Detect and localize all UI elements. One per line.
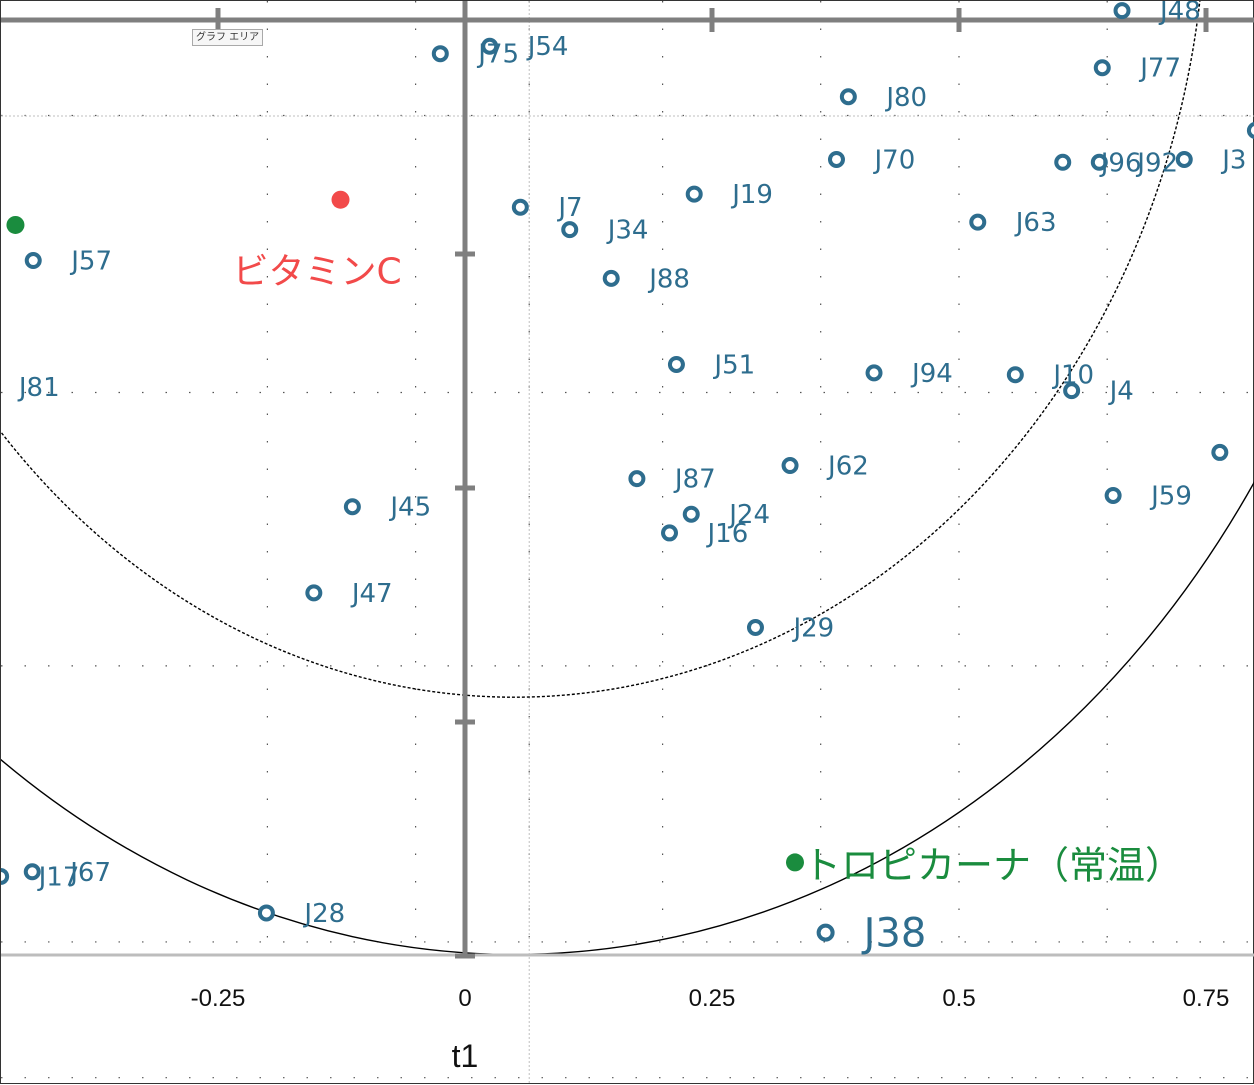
- point-label-j34: J34: [606, 216, 649, 246]
- ellipse-solid: [1, 480, 1254, 955]
- x-tick-label: 0: [458, 985, 471, 1012]
- chart-area-tooltip: グラフ エリア: [192, 29, 264, 46]
- point-label-j28: J28: [302, 899, 345, 929]
- point-label-j19: J19: [730, 180, 773, 210]
- data-point-j92[interactable]: [1090, 153, 1108, 171]
- data-point-j3[interactable]: [1175, 150, 1193, 168]
- point-label-j3: J3: [1220, 145, 1246, 175]
- data-point-j51[interactable]: [667, 355, 685, 373]
- point-label-j87: J87: [673, 465, 716, 495]
- point-label-j81: J81: [17, 373, 60, 403]
- data-point-unlabeled[interactable]: [1211, 443, 1229, 461]
- annotation-marker[interactable]: [785, 853, 804, 872]
- data-point-j48[interactable]: [1113, 2, 1131, 20]
- annotation-label: ビタミンC: [233, 252, 402, 293]
- point-label-j57: J57: [69, 247, 112, 277]
- data-point-j10[interactable]: [1006, 366, 1024, 384]
- data-point-j34[interactable]: [561, 221, 579, 239]
- data-point-j45[interactable]: [343, 498, 361, 516]
- point-label-j92: J92: [1135, 148, 1178, 178]
- data-point-j16[interactable]: [661, 524, 679, 542]
- data-point-j4[interactable]: [1063, 382, 1081, 400]
- point-label-j88: J88: [647, 264, 690, 294]
- point-label-j16: J16: [706, 519, 749, 549]
- annotation-marker[interactable]: [331, 190, 350, 209]
- point-label-j62: J62: [826, 452, 869, 482]
- data-point-j96[interactable]: [1054, 153, 1072, 171]
- data-point-j38[interactable]: [816, 923, 835, 942]
- data-point-j29[interactable]: [746, 618, 764, 636]
- data-point-j19[interactable]: [685, 185, 703, 203]
- data-point-j87[interactable]: [628, 470, 646, 488]
- point-label-j96: J96: [1099, 148, 1142, 178]
- data-point-j77[interactable]: [1093, 59, 1111, 77]
- point-label-j47: J47: [350, 579, 393, 609]
- annotation-marker[interactable]: [6, 215, 25, 234]
- point-label-j70: J70: [872, 145, 915, 175]
- point-label-j51: J51: [712, 350, 755, 380]
- data-point-j15[interactable]: [433, 1000, 447, 1014]
- point-label-j67: J67: [68, 858, 111, 888]
- confidence-ellipses: [1, 1, 1254, 955]
- x-axis-title: t1: [452, 1038, 479, 1074]
- x-tick-label: 0.5: [942, 985, 975, 1012]
- point-label-j7: J7: [556, 193, 582, 223]
- data-point-j80[interactable]: [839, 88, 857, 106]
- data-point-j26[interactable]: [502, 1020, 516, 1034]
- data-point-j63[interactable]: [969, 213, 987, 231]
- data-point-j24[interactable]: [682, 505, 700, 523]
- point-label-j26: J26: [544, 1005, 610, 1051]
- data-point-j67[interactable]: [23, 863, 41, 881]
- tick-labels: -0.25 0 0.25 0.5 0.75: [191, 985, 1230, 1012]
- data-point-j75[interactable]: [431, 45, 449, 63]
- data-point-j70[interactable]: [827, 150, 845, 168]
- point-label-j45: J45: [388, 493, 431, 523]
- data-point-j7[interactable]: [511, 198, 529, 216]
- data-point-j54[interactable]: [481, 37, 499, 55]
- point-label-j15: J15: [476, 988, 531, 1028]
- data-point-j62[interactable]: [781, 457, 799, 475]
- data-point-unlabeled[interactable]: [1246, 122, 1254, 139]
- data-point-j94[interactable]: [865, 364, 883, 382]
- point-label-j29: J29: [791, 613, 834, 643]
- point-label-j54: J54: [526, 32, 569, 62]
- point-label-j38: J38: [861, 911, 927, 957]
- x-tick-label: 0.75: [1183, 985, 1230, 1012]
- data-point-j47[interactable]: [305, 584, 323, 602]
- point-label-j94: J94: [910, 359, 953, 389]
- point-label-j48: J48: [1158, 1, 1201, 27]
- point-label-j77: J77: [1138, 54, 1181, 84]
- point-label-j63: J63: [1014, 208, 1057, 238]
- point-label-j80: J80: [884, 83, 927, 113]
- x-tick-label: -0.25: [191, 985, 246, 1012]
- data-point-j59[interactable]: [1104, 486, 1122, 504]
- point-label-j17: J17: [37, 862, 80, 892]
- point-label-j75: J75: [476, 40, 519, 70]
- ellipse-dashed: [1, 1, 1201, 698]
- point-label-j4: J4: [1108, 377, 1134, 407]
- data-point-j57[interactable]: [24, 252, 42, 270]
- data-point-j28[interactable]: [257, 904, 275, 922]
- point-label-j24: J24: [727, 500, 770, 530]
- point-label-j59: J59: [1149, 481, 1192, 511]
- data-point-j88[interactable]: [602, 269, 620, 287]
- annotation-label: トロピカーナ（常温）: [803, 843, 1183, 887]
- axes: [1, 1, 1254, 959]
- x-tick-label: 0.25: [689, 985, 736, 1012]
- data-point-j17[interactable]: [1, 867, 10, 885]
